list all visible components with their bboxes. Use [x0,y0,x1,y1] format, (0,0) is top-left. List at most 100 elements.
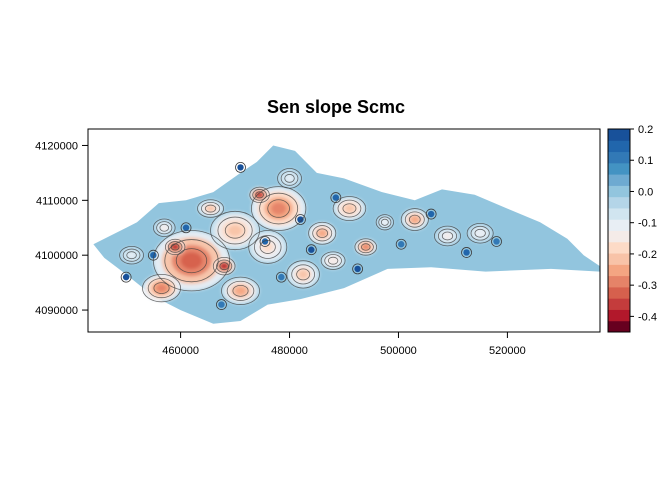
contour-line [119,246,144,265]
positive-slope-spot [297,216,304,223]
colorbar-tick-label: -0.1 [638,218,657,230]
positive-slope-spot [218,301,225,308]
contour-line [352,263,364,275]
contour-line [153,282,170,294]
colorbar-tick-label: 0.2 [638,124,653,136]
contour-line [164,238,186,256]
contour-line [437,228,458,244]
contour-line [156,221,173,235]
contour-line [330,192,342,203]
positive-slope-spot [493,238,500,245]
x-tick-label: 500000 [380,345,417,357]
contour-line [295,214,306,225]
colorbar-swatch [608,207,630,220]
contour-line [232,284,249,297]
contour-line [284,174,295,183]
colorbar-swatch [608,241,630,254]
colorbar-swatch [608,264,630,277]
colorbar-tick-label: -0.4 [638,311,657,323]
contour-line [175,248,208,274]
colorbar-swatch [608,230,630,243]
colorbar-tick-label: -0.3 [638,280,657,292]
patch-layer [172,244,178,250]
contour-line [375,214,394,231]
contour-line [249,186,270,203]
contour-line [324,254,342,268]
patch-layer [318,230,327,237]
contour-line [216,259,233,273]
contour-line [308,221,337,245]
colorbar-frame [607,128,631,333]
colorbar-tick-label: -0.2 [638,249,657,261]
contour-line [235,162,246,173]
y-tick-label: 4120000 [35,140,78,152]
contour-line [255,191,264,199]
contour-line [219,262,229,271]
contour-line [259,236,271,247]
patch-layer [228,225,242,236]
colorbar-tick-label: 0.0 [638,186,653,198]
contour-line [441,231,454,241]
x-tick-label: 460000 [162,345,199,357]
patch-layer [221,263,228,269]
colorbar-swatch [608,140,630,153]
y-axis: 4090000 4100000 4110000 4120000 [35,140,88,317]
positive-slope-spot [237,164,244,171]
patch-layer [206,206,215,212]
patch-layer [362,244,369,250]
patch-layer [298,270,308,279]
y-tick-label: 4110000 [36,195,78,207]
positive-slope-spot [427,210,435,218]
contour-line [354,238,378,256]
patch-layer [235,287,246,295]
contour-line [120,271,132,283]
patch-layer [180,252,203,270]
contour-line [210,210,260,251]
patch-layer [329,258,337,264]
positive-slope-spot [278,273,285,281]
contour-line [408,214,421,225]
x-tick-label: 520000 [489,345,526,357]
contour-line [312,225,333,242]
contour-line [224,222,246,239]
patch-layer [128,252,135,258]
patch-layer [161,225,168,231]
patch-layer [443,233,452,239]
contour-line [357,240,374,254]
contour-line [159,223,170,232]
contour-line [342,203,357,214]
colorbar-swatch [608,298,630,310]
positive-slope-spot [463,249,470,256]
contour-line [167,241,183,253]
positive-slope-spot [261,238,269,245]
colorbar-swatch [608,219,630,231]
contour-line [152,218,176,237]
positive-slope-spot [332,194,340,201]
colorbar-swatch [608,174,630,186]
y-tick-label: 4090000 [35,305,78,317]
contour-line [147,249,159,261]
patch-layer [382,220,388,225]
contour-line [180,222,192,234]
contour-line [361,243,371,251]
colorbar-tick-label: 0.1 [638,155,653,167]
contour-line [170,243,180,251]
contour-line [122,248,141,262]
contour-line [491,236,502,247]
contour-line [434,225,461,247]
contour-line [252,189,267,201]
contour-layer [119,162,502,310]
contour-line [337,199,362,218]
contour-line [197,199,225,218]
contour-line [217,216,253,245]
positive-slope-spot [308,246,315,253]
contour-line [212,256,236,276]
x-tick-label: 480000 [271,345,308,357]
contour-line [316,228,329,239]
colorbar-swatch [608,286,630,299]
contour-line [380,218,389,226]
plot-frame [87,128,601,333]
contour-line [147,278,176,299]
contour-line [466,222,494,244]
